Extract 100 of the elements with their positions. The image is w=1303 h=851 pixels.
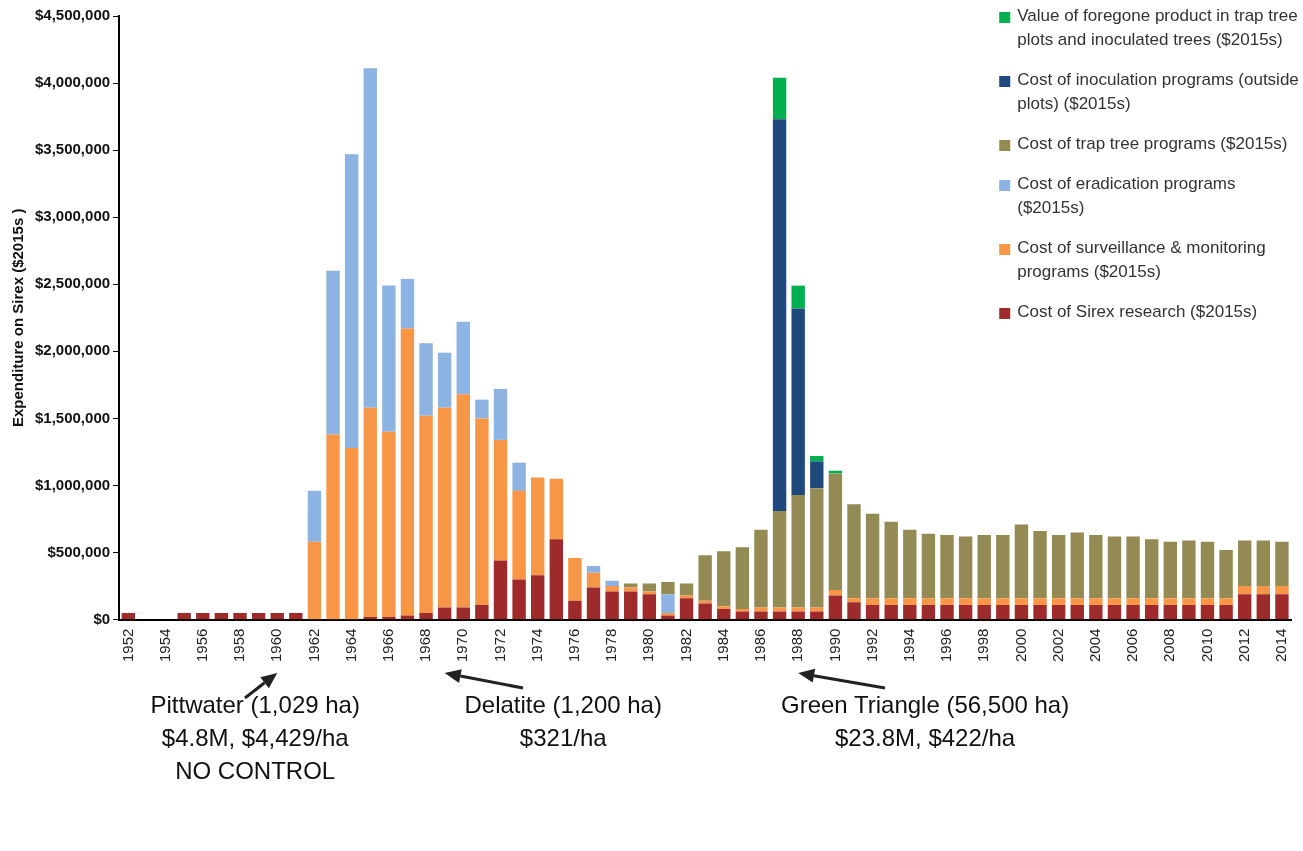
bar [1126,598,1140,605]
bar [735,547,750,609]
bar [772,611,787,620]
bar [698,600,712,604]
bar [326,434,340,620]
bar [475,418,489,605]
bar [437,407,452,608]
bar [400,328,415,616]
text: Pittwater (1,029 ha) $4.8M, $4,429/ha NO CONTROL [150,690,360,786]
bar [493,388,508,440]
bar [586,565,601,573]
bar [1126,536,1140,599]
bar [196,612,210,620]
bar [865,604,880,620]
bar [568,600,582,620]
bar [1275,594,1289,620]
bar [791,308,805,495]
bar [1163,598,1177,605]
bar [1126,604,1140,620]
bar [940,535,954,599]
bar [772,119,787,511]
bar [1051,598,1066,605]
y-tick-label: $1,000,000 [35,475,111,493]
bar [810,607,824,612]
x-tick-label: 2010 [1197,628,1215,663]
bar [1256,594,1271,620]
x-tick-label: 1958 [230,628,248,663]
bar [624,591,638,620]
x-tick-label: 2000 [1011,628,1029,663]
bar [1275,586,1289,595]
x-tick-label: 1956 [192,628,210,663]
bar [1014,598,1029,605]
bar [847,598,861,603]
bar [1182,604,1196,620]
bar [977,598,991,605]
legend-label: Value of foregone product in trap tree plots and inoculated trees ($2015s) [1017,6,1298,50]
bar [363,407,377,617]
x-tick-label: 1974 [527,628,545,663]
x-tick-label: 1976 [565,628,583,663]
x-tick-label: 1962 [304,628,322,663]
bar [419,612,433,620]
bar [1033,604,1047,620]
bar [1256,540,1271,587]
bar [642,591,657,595]
bar [865,513,880,599]
bar [1107,604,1122,620]
bar [735,611,750,620]
bar [1070,604,1084,620]
bar [419,415,433,613]
bar [233,612,247,620]
bar [1275,541,1289,587]
bar [326,270,340,435]
bar [307,490,322,542]
bar [586,587,601,620]
bar [1219,604,1233,620]
bar [1200,604,1215,620]
bar [1107,598,1122,605]
bar [1200,541,1215,599]
bar [512,490,526,580]
bar [270,612,284,620]
bar [1089,535,1103,599]
x-tick-label: 1998 [974,628,992,663]
bar [419,343,433,416]
bar [791,607,805,612]
y-tick-label: $3,000,000 [35,207,111,225]
bar [1238,540,1252,587]
bar [903,529,917,599]
x-tick-label: 1960 [267,628,285,663]
bar [679,583,694,596]
bar [1256,586,1271,595]
y-tick-label: $500,000 [47,542,111,560]
bar [121,612,136,620]
bar [921,604,936,620]
bar [437,352,452,408]
x-tick-label: 1992 [862,628,880,663]
bar [791,611,805,620]
legend-label: Cost of trap tree programs ($2015s) [1017,134,1288,154]
bar [456,607,470,620]
bar [1219,549,1233,599]
y-tick-label: $2,000,000 [35,341,111,359]
bar [475,399,489,419]
bar [568,557,582,601]
bar [437,607,452,620]
bar [605,580,619,587]
bar [996,604,1010,620]
bar [810,455,824,462]
bar [847,602,861,620]
bar [1163,541,1177,599]
bar [791,285,805,309]
bar [996,598,1010,605]
bar [531,477,545,576]
bar [1070,598,1084,605]
bar [1144,598,1159,605]
x-tick-label: 1982 [676,628,694,663]
bar [605,586,619,592]
bar [624,583,638,588]
bar [1163,604,1177,620]
bar [549,539,563,620]
bar [661,594,675,613]
bar [698,603,712,620]
